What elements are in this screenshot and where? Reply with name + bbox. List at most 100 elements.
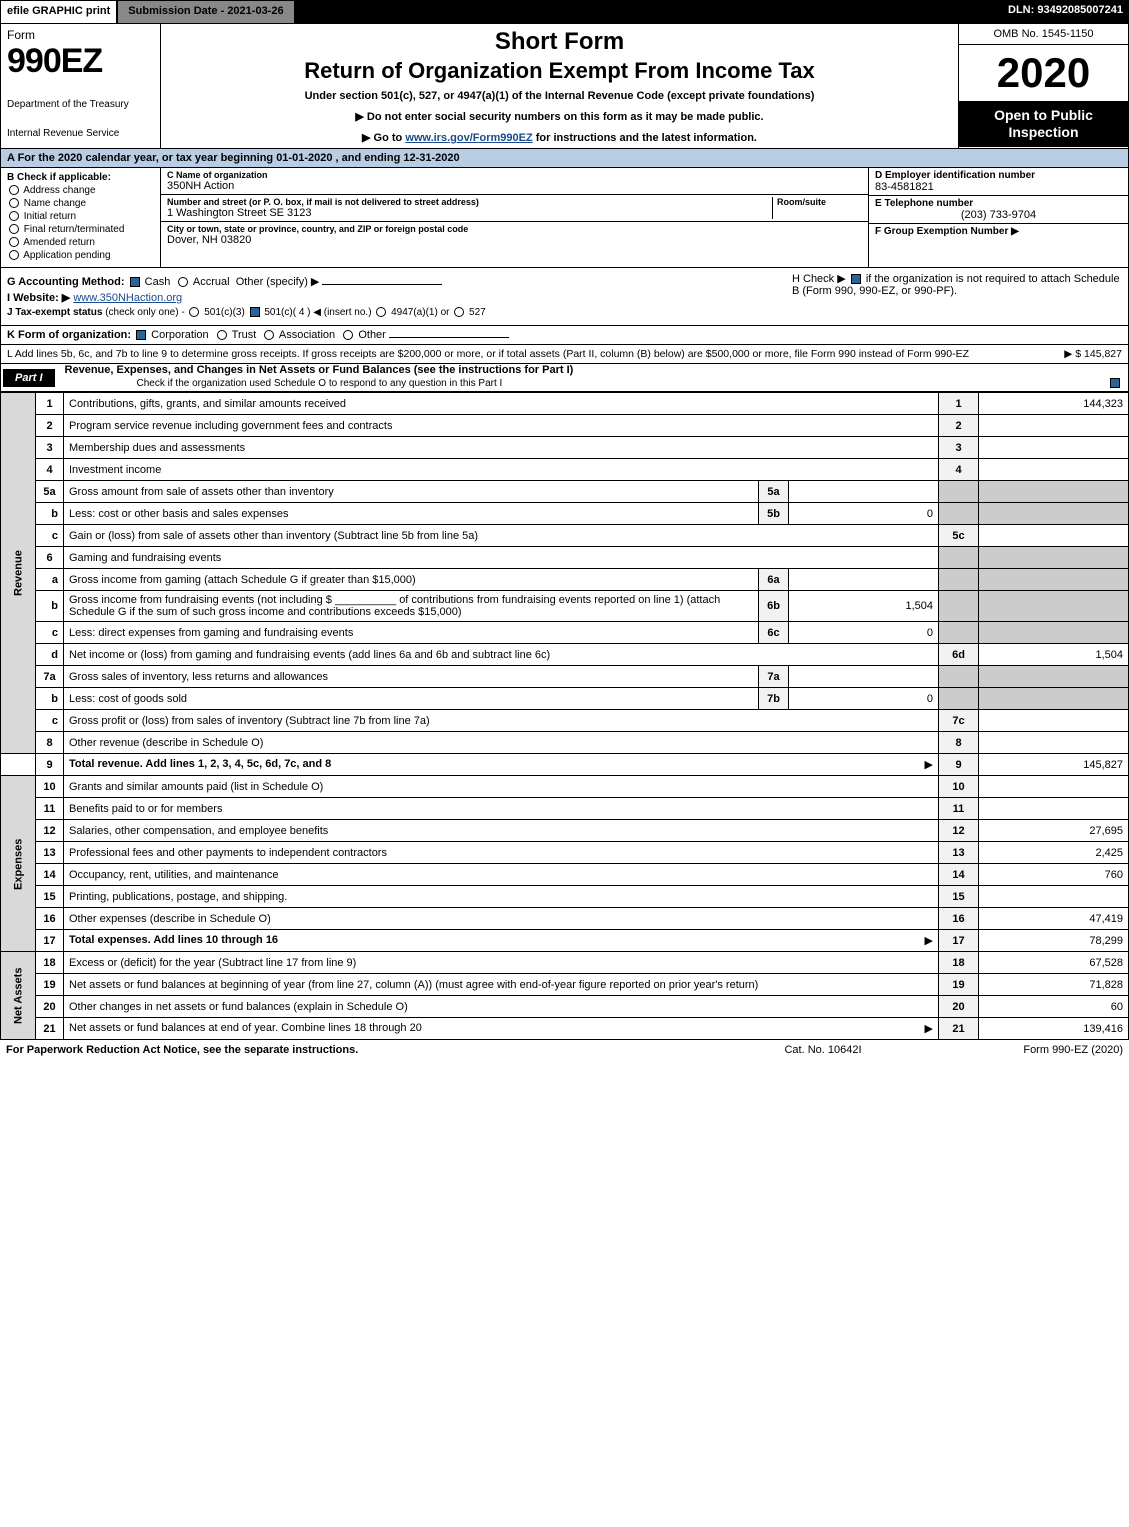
line-3: 3 Membership dues and assessments 3 [1,437,1129,459]
row-l: L Add lines 5b, 6c, and 7b to line 9 to … [0,345,1129,364]
efile-tag[interactable]: efile GRAPHIC print [0,0,117,24]
col-d-ids: D Employer identification number 83-4581… [868,168,1128,267]
row-k: K Form of organization: Corporation Trus… [0,326,1129,345]
form-header: Form 990EZ Department of the Treasury In… [0,24,1129,149]
col-c-org: C Name of organization 350NH Action Numb… [161,168,868,267]
room-suite-label: Room/suite [777,197,862,207]
row-h: H Check ▶ if the organization is not req… [782,272,1122,321]
j-label: J Tax-exempt status [7,307,102,318]
dept-irs: Internal Revenue Service [7,128,154,139]
k-other-input[interactable] [389,337,509,338]
l-amount: ▶ $ 145,827 [1064,348,1122,360]
chk-501c[interactable] [250,307,260,317]
part1-sub: Check if the organization used Schedule … [57,376,1128,391]
chk-application-pending[interactable]: Application pending [7,250,154,261]
chk-trust[interactable] [217,330,227,340]
row-i: I Website: ▶ www.350NHaction.org [7,291,782,304]
group-exemption-label: F Group Exemption Number ▶ [875,226,1122,237]
open-to-public: Open to Public Inspection [959,101,1128,147]
header-center: Short Form Return of Organization Exempt… [161,24,958,148]
line-6b: b Gross income from fundraising events (… [1,591,1129,622]
chk-h[interactable] [851,274,861,284]
g-other-label: Other (specify) ▶ [236,276,320,288]
title-short-form: Short Form [169,28,950,56]
header-left: Form 990EZ Department of the Treasury In… [1,24,161,148]
group-exemption-cell: F Group Exemption Number ▶ [869,224,1128,239]
line-5b: b Less: cost or other basis and sales ex… [1,503,1129,525]
note-goto-pre: ▶ Go to [362,132,405,144]
g-other-input[interactable] [322,284,442,285]
line-13: 13 Professional fees and other payments … [1,842,1129,864]
l-text: L Add lines 5b, 6c, and 7b to line 9 to … [7,348,969,360]
line-2: 2 Program service revenue including gove… [1,415,1129,437]
footer-catno: Cat. No. 10642I [723,1044,923,1056]
line-1: Revenue 1 Contributions, gifts, grants, … [1,393,1129,415]
part1-title: Revenue, Expenses, and Changes in Net As… [57,364,1128,376]
i-label: I Website: ▶ [7,292,70,304]
line-7a: 7a Gross sales of inventory, less return… [1,666,1129,688]
line-10: Expenses 10 Grants and similar amounts p… [1,776,1129,798]
chk-527[interactable] [454,307,464,317]
line-6d: d Net income or (loss) from gaming and f… [1,644,1129,666]
chk-final-return[interactable]: Final return/terminated [7,224,154,235]
ein-label: D Employer identification number [875,170,1122,181]
line-5a: 5a Gross amount from sale of assets othe… [1,481,1129,503]
chk-4947[interactable] [376,307,386,317]
org-addr-label: Number and street (or P. O. box, if mail… [167,197,772,207]
org-addr-cell: Number and street (or P. O. box, if mail… [161,195,868,222]
org-city-label: City or town, state or province, country… [167,224,862,234]
line-20: 20 Other changes in net assets or fund b… [1,996,1129,1018]
chk-association[interactable] [264,330,274,340]
irs-link[interactable]: www.irs.gov/Form990EZ [405,132,532,144]
tel-value: (203) 733-9704 [875,209,1122,221]
row-g: G Accounting Method: Cash Accrual Other … [7,275,782,288]
top-bar: efile GRAPHIC print Submission Date - 20… [0,0,1129,24]
chk-schedule-o[interactable] [1110,378,1120,388]
org-city: Dover, NH 03820 [167,234,862,246]
footer-notice: For Paperwork Reduction Act Notice, see … [6,1044,723,1056]
meta-ghij: G Accounting Method: Cash Accrual Other … [0,268,1129,326]
chk-accrual[interactable] [178,277,188,287]
chk-name-change[interactable]: Name change [7,198,154,209]
line-17: 17 Total expenses. Add lines 10 through … [1,930,1129,952]
omb-number: OMB No. 1545-1150 [959,24,1128,45]
part1-tag: Part I [3,369,55,387]
under-section: Under section 501(c), 527, or 4947(a)(1)… [169,90,950,102]
lines-table: Revenue 1 Contributions, gifts, grants, … [0,392,1129,1040]
line-6a: a Gross income from gaming (attach Sched… [1,569,1129,591]
spacer [295,0,1002,24]
arrow-icon: ▶ [925,1022,933,1035]
chk-initial-return[interactable]: Initial return [7,211,154,222]
chk-corporation[interactable] [136,330,146,340]
line-11: 11 Benefits paid to or for members 11 [1,798,1129,820]
page-footer: For Paperwork Reduction Act Notice, see … [0,1040,1129,1060]
line-21: 21 Net assets or fund balances at end of… [1,1018,1129,1040]
org-name-cell: C Name of organization 350NH Action [161,168,868,195]
line-8: 8 Other revenue (describe in Schedule O)… [1,732,1129,754]
col-b-checkboxes: B Check if applicable: Address change Na… [1,168,161,267]
ein-value: 83-4581821 [875,181,1122,193]
tax-year: 2020 [959,45,1128,101]
form-number: 990EZ [7,42,154,81]
header-right: OMB No. 1545-1150 2020 Open to Public In… [958,24,1128,148]
arrow-icon: ▶ [925,758,933,771]
org-name-label: C Name of organization [167,170,862,180]
org-name: 350NH Action [167,180,862,192]
org-addr: 1 Washington Street SE 3123 [167,207,772,219]
chk-cash[interactable] [130,277,140,287]
title-return: Return of Organization Exempt From Incom… [169,58,950,84]
line-9: 9 Total revenue. Add lines 1, 2, 3, 4, 5… [1,754,1129,776]
note-goto-post: for instructions and the latest informat… [536,132,757,144]
chk-501c3[interactable] [189,307,199,317]
chk-address-change[interactable]: Address change [7,185,154,196]
row-j: J Tax-exempt status (check only one) - 5… [7,307,782,318]
website-link[interactable]: www.350NHaction.org [73,292,182,304]
arrow-icon: ▶ [925,934,933,947]
chk-amended-return[interactable]: Amended return [7,237,154,248]
sidelabel-revenue: Revenue [1,393,36,754]
row-a-tax-year: A For the 2020 calendar year, or tax yea… [0,149,1129,168]
chk-other-org[interactable] [343,330,353,340]
note-ssn: ▶ Do not enter social security numbers o… [169,110,950,123]
note-goto: ▶ Go to www.irs.gov/Form990EZ for instru… [169,131,950,144]
line-14: 14 Occupancy, rent, utilities, and maint… [1,864,1129,886]
